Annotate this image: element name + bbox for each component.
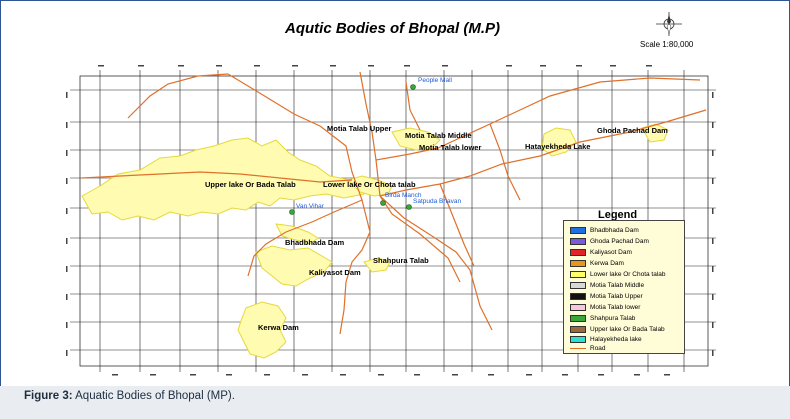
road-line-swatch [570, 348, 586, 349]
caption-bar [0, 386, 790, 419]
legend-label: Ghoda Pachad Dam [590, 238, 649, 245]
figure-caption: Figure 3: Aquatic Bodies of Bhopal (MP). [24, 390, 235, 402]
road [375, 77, 701, 161]
legend-item-road: Road [570, 344, 606, 353]
legend-swatch [570, 260, 586, 267]
place-people-mall: People Mall [418, 77, 452, 84]
legend-label: Motia Talab lower [590, 304, 641, 311]
legend-label: Bhadbhada Dam [590, 227, 639, 234]
label-shahpura: Shahpura Talab [373, 256, 429, 265]
road [359, 71, 381, 197]
legend-item: Shahpura Talab [570, 314, 635, 323]
roads [81, 71, 707, 335]
road [81, 171, 353, 183]
ghoda-pachad-shape [641, 123, 669, 143]
legend-label: Shahpura Talab [590, 315, 636, 322]
legend-swatch [570, 336, 586, 343]
label-upper-lake: Upper lake Or Bada Talab [205, 180, 296, 189]
van-vihar-marker [289, 209, 295, 215]
legend-swatch [570, 249, 586, 256]
map-canvas [66, 65, 716, 376]
motia-talab-shape [391, 127, 441, 151]
road [379, 195, 461, 283]
label-kaliyasot: Kaliyasot Dam [309, 268, 361, 277]
birda-manch-marker [380, 200, 386, 206]
hatayekheda-shape [541, 127, 577, 157]
label-motia-upper: Motia Talab Upper [327, 124, 392, 133]
kerwa-shape [237, 301, 287, 359]
map-area-border [79, 75, 709, 367]
legend-swatch [570, 304, 586, 311]
legend-label: Halayekheda lake [590, 336, 642, 343]
upper-lake-shape [81, 137, 371, 221]
legend-label: Upper lake Or Bada Talab [590, 326, 665, 333]
legend-item: Halayekheda lake [570, 335, 642, 344]
label-hatayekheda: Hatayekheda Lake [525, 142, 591, 151]
legend-swatch [570, 238, 586, 245]
road [339, 231, 371, 335]
legend-item: Motia Talab Middle [570, 281, 644, 290]
label-kerwa: Kerwa Dam [258, 323, 299, 332]
place-satpuda-bhavan: Satpuda Bhavan [413, 198, 462, 205]
legend-swatch [570, 293, 586, 300]
place-markers [289, 84, 416, 215]
map-scale: Scale 1:80,000 [640, 40, 694, 49]
label-motia-lower: Motia Talab lower [419, 143, 482, 152]
label-motia-middle: Motia Talab Middle [405, 131, 472, 140]
road [439, 183, 475, 267]
caption-figure-number: Figure 3: [24, 390, 73, 402]
place-birda-manch: Birda Manch [385, 192, 422, 199]
compass-icon [656, 12, 682, 36]
label-lower-lake: Lower lake Or Chota talab [323, 180, 416, 189]
legend-label: Motia Talab Middle [590, 282, 645, 289]
legend-swatch [570, 271, 586, 278]
legend-item: Ghoda Pachad Dam [570, 237, 649, 246]
legend-swatch [570, 227, 586, 234]
road [405, 81, 421, 131]
legend-swatch [570, 326, 586, 333]
legend-item: Motia Talab Upper [570, 292, 643, 301]
road [247, 199, 363, 277]
water-bodies [81, 123, 669, 359]
legend-label: Road [590, 345, 606, 352]
caption-text: Aquatic Bodies of Bhopal (MP). [72, 390, 235, 402]
road [127, 73, 229, 119]
legend-label: Lower lake Or Chota talab [590, 271, 666, 278]
legend-swatch [570, 315, 586, 322]
legend-item: Motia Talab lower [570, 303, 640, 312]
kaliyasot-shape [255, 245, 333, 287]
label-ghoda-pachad: Ghoda Pachad Dam [597, 126, 668, 135]
road [379, 109, 707, 197]
graticule-tick-marks [66, 65, 714, 376]
satpuda-bhavan-marker [406, 204, 412, 210]
legend-box: Bhadbhada Dam Ghoda Pachad Dam Kaliyasot… [563, 220, 685, 354]
bhadbhada-shape [275, 223, 319, 245]
legend-item: Kerwa Dam [570, 259, 624, 268]
road [489, 123, 521, 201]
legend-swatch [570, 282, 586, 289]
road [379, 195, 493, 331]
place-van-vihar: Van Vihar [296, 203, 324, 210]
legend-label: Kaliyasot Dam [590, 249, 632, 256]
road [227, 73, 371, 233]
map-title: Aqutic Bodies of Bhopal (M.P) [285, 20, 500, 37]
legend-item: Kaliyasot Dam [570, 248, 632, 257]
label-bhadbhada: Bhadbhada Dam [285, 238, 345, 247]
legend-item: Bhadbhada Dam [570, 226, 639, 235]
legend-item: Upper lake Or Bada Talab [570, 325, 665, 334]
legend-item: Lower lake Or Chota talab [570, 270, 666, 279]
shahpura-shape [363, 257, 391, 273]
legend-label: Kerwa Dam [590, 260, 624, 267]
people-mall-marker [410, 84, 416, 90]
legend-label: Motia Talab Upper [590, 293, 643, 300]
legend-title: Legend [598, 209, 638, 221]
